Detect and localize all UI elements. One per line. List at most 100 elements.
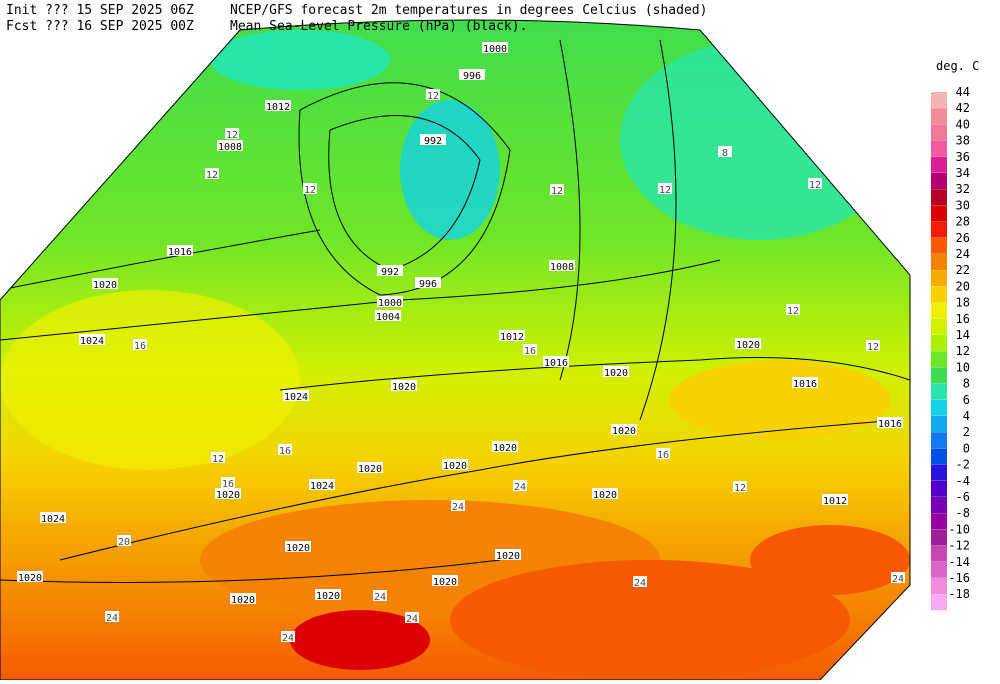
legend-label: 0 — [963, 441, 970, 455]
temp-label-bg — [891, 572, 905, 583]
temp-label-bg — [733, 481, 747, 492]
legend-label: 14 — [956, 328, 970, 342]
legend-label: -16 — [948, 571, 970, 585]
isobar-label: 1020 — [493, 443, 517, 454]
temp-label: 12 — [809, 180, 821, 191]
temp-label: 16 — [134, 341, 146, 352]
legend-swatch — [931, 156, 947, 173]
legend-label: 30 — [956, 198, 970, 212]
isobar-label: 1000 — [378, 298, 402, 309]
temp-label-bg — [117, 535, 131, 546]
isobar-label-bg — [442, 459, 468, 470]
isobar-label-bg — [265, 100, 291, 111]
isobar-label: 1008 — [218, 142, 242, 153]
legend-label: 18 — [956, 296, 970, 310]
init-text: Init ??? 15 SEP 2025 06Z — [6, 3, 194, 18]
isobar-label-bg — [792, 377, 818, 388]
legend-swatch — [931, 464, 947, 481]
temp-label-bg — [451, 500, 465, 511]
temp-label-bg — [373, 590, 387, 601]
legend-swatch — [931, 140, 947, 157]
temp-label-bg — [808, 178, 822, 189]
temp-label: 12 — [427, 91, 439, 102]
temp-label: 16 — [524, 346, 536, 357]
isobar-label: 992 — [381, 267, 399, 278]
isobar-label-bg — [459, 69, 485, 80]
isobar-label-bg — [79, 334, 105, 345]
legend-swatch — [931, 108, 947, 125]
isobar-label: 1020 — [593, 490, 617, 501]
legend-label: 42 — [956, 101, 970, 115]
isobar-label: 1020 — [231, 595, 255, 606]
isobar-label: 1020 — [216, 490, 240, 501]
isobar-label-bg — [167, 245, 193, 256]
temp-label: 8 — [722, 148, 728, 159]
isobar-label: 1020 — [358, 464, 382, 475]
isobar-label: 1020 — [392, 382, 416, 393]
temp-label-bg — [303, 183, 317, 194]
legend-label: 20 — [956, 279, 970, 293]
legend-label: 36 — [956, 150, 970, 164]
legend-swatch — [931, 594, 947, 611]
temp-label: 24 — [106, 613, 118, 624]
isobar-label: 1024 — [310, 481, 334, 492]
legend-swatch — [931, 335, 947, 351]
temp-label: 12 — [226, 130, 238, 141]
legend-swatch — [931, 318, 947, 335]
legend-swatch — [931, 480, 947, 497]
isobar-label-bg — [420, 134, 446, 145]
isobar-label: 996 — [463, 71, 481, 82]
legend-swatch — [931, 529, 947, 546]
temp-label-bg — [523, 344, 537, 355]
temp-label: 16 — [657, 450, 669, 461]
legend-label: 16 — [956, 312, 970, 326]
isobar-label-bg — [492, 441, 518, 452]
legend-swatch — [931, 302, 947, 319]
legend-swatch — [931, 432, 947, 449]
temp-label: 12 — [867, 342, 879, 353]
temp-label-bg — [786, 304, 800, 315]
isobar-label-bg — [377, 296, 403, 307]
legend-label: 8 — [963, 377, 970, 391]
legend-swatch — [931, 189, 947, 206]
isobar-label-bg — [543, 356, 569, 367]
isobar-label: 1016 — [793, 379, 817, 390]
legend-swatch — [931, 124, 947, 141]
temp-label: 12 — [734, 483, 746, 494]
legend-label: 6 — [963, 393, 970, 407]
temp-label: 12 — [787, 306, 799, 317]
legend-label: 44 — [956, 85, 970, 99]
temp-label-bg — [105, 611, 119, 622]
temp-label: 24 — [406, 614, 418, 625]
isobar-label-bg — [495, 549, 521, 560]
isobar-label-bg — [822, 494, 848, 505]
legend-label: 40 — [956, 117, 970, 131]
isobar-label-bg — [217, 140, 243, 151]
isobar-label-bg — [603, 366, 629, 377]
temp-label: 12 — [304, 185, 316, 196]
isobar-label-bg — [40, 512, 66, 523]
legend-swatch — [931, 448, 947, 465]
isobar-label: 1012 — [823, 496, 847, 507]
isobar-label-bg — [215, 488, 241, 499]
legend-label: 38 — [956, 134, 970, 148]
temp-label: 12 — [551, 186, 563, 197]
legend-label: 4 — [963, 409, 970, 423]
map-border — [0, 19, 911, 681]
legend-swatch — [931, 578, 947, 594]
isobar-label: 1020 — [93, 280, 117, 291]
legend-label: 34 — [956, 166, 970, 180]
temp-label-bg — [205, 168, 219, 179]
temp-label-bg — [718, 146, 732, 157]
temp-label-bg — [513, 480, 527, 491]
temp-label-bg — [133, 339, 147, 350]
isobar-label: 1012 — [266, 102, 290, 113]
legend-title: deg. C — [936, 59, 979, 73]
isobar-label: 1020 — [496, 551, 520, 562]
temp-label: 12 — [659, 185, 671, 196]
legend-swatch — [931, 561, 947, 578]
temp-label: 24 — [452, 502, 464, 513]
temp-label: 24 — [374, 592, 386, 603]
temp-label: 20 — [118, 537, 130, 548]
